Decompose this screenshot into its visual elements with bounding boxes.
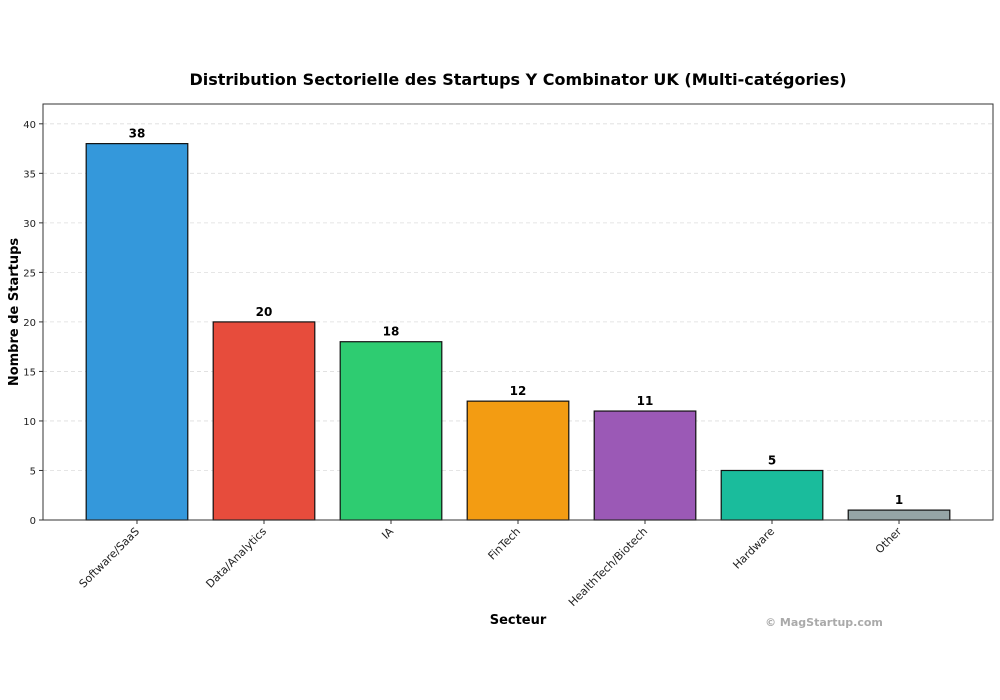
bar bbox=[847, 509, 951, 521]
data-label: 20 bbox=[256, 305, 273, 319]
y-axis-label: Nombre de Startups bbox=[7, 238, 22, 387]
x-tick-label: Other bbox=[873, 525, 905, 557]
data-label: 38 bbox=[129, 127, 146, 141]
bar bbox=[593, 410, 697, 521]
data-label: 1 bbox=[895, 493, 903, 507]
x-tick-label: HealthTech/Biotech bbox=[566, 525, 650, 609]
bar bbox=[339, 341, 443, 521]
y-tick-label: 15 bbox=[23, 367, 36, 378]
bar bbox=[85, 143, 189, 521]
watermark: © MagStartup.com bbox=[765, 616, 883, 629]
x-tick-label: IA bbox=[379, 525, 396, 542]
y-tick-label: 35 bbox=[23, 169, 36, 180]
y-tick-label: 40 bbox=[23, 120, 36, 131]
bar bbox=[212, 321, 316, 521]
x-tick-label: Hardware bbox=[730, 525, 777, 572]
x-tick-label: Data/Analytics bbox=[203, 525, 269, 591]
chart-title: Distribution Sectorielle des Startups Y … bbox=[189, 70, 846, 89]
y-tick-label: 25 bbox=[23, 268, 36, 279]
data-label: 18 bbox=[383, 325, 400, 339]
y-tick-label: 10 bbox=[23, 417, 36, 428]
y-tick-label: 0 bbox=[30, 516, 36, 527]
x-axis-label: Secteur bbox=[490, 613, 547, 628]
y-tick-label: 5 bbox=[30, 466, 36, 477]
data-label: 12 bbox=[510, 384, 527, 398]
x-tick-label: Software/SaaS bbox=[77, 525, 143, 591]
x-tick-label: FinTech bbox=[486, 525, 524, 563]
bar bbox=[466, 400, 570, 521]
bar bbox=[720, 469, 824, 521]
y-tick-label: 20 bbox=[23, 318, 36, 329]
data-label: 11 bbox=[637, 394, 654, 408]
y-tick-label: 30 bbox=[23, 219, 36, 230]
data-label: 5 bbox=[768, 453, 776, 467]
